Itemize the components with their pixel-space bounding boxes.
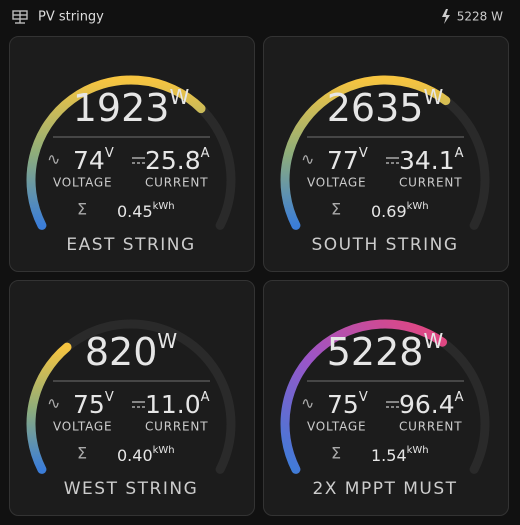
card-name: SOUTH STRING: [311, 235, 458, 255]
voltage-label: VOLTAGE: [53, 420, 112, 434]
voltage-unit: V: [105, 146, 114, 161]
voltage-value: 74: [73, 146, 105, 175]
energy-unit: kWh: [153, 445, 175, 456]
power-unit: W: [423, 329, 443, 353]
current-label: CURRENT: [399, 176, 462, 190]
voltage: 77V: [327, 146, 368, 176]
gauge-fill: [280, 75, 451, 230]
energy-unit: kWh: [407, 201, 429, 212]
current-unit: A: [455, 390, 464, 405]
header-icon: [12, 10, 28, 24]
power-unit: W: [157, 329, 177, 353]
current-label: CURRENT: [145, 176, 208, 190]
power-value: 2635: [327, 86, 424, 130]
power: 820W: [85, 329, 178, 374]
energy: 0.45kWh: [117, 201, 175, 221]
energy-value: 0.40: [117, 446, 153, 465]
voltage: 75V: [73, 390, 114, 420]
voltage-icon: ∿: [301, 394, 314, 413]
power-value: 1923: [73, 86, 170, 130]
voltage: 74V: [73, 146, 114, 176]
current-unit: A: [201, 390, 210, 405]
current: 34.1A: [399, 146, 464, 176]
power: 2635W: [327, 85, 444, 130]
header-total: 5228 W: [457, 10, 503, 24]
current-value: 96.4: [399, 390, 455, 419]
energy-icon: Σ: [331, 200, 341, 219]
power-unit: W: [169, 85, 189, 109]
voltage-icon: ∿: [301, 150, 314, 169]
bolt-icon: [442, 9, 450, 24]
current-unit: A: [201, 146, 210, 161]
gauge-fill: [26, 342, 72, 474]
energy: 1.54kWh: [371, 445, 429, 465]
gauge-fill: [26, 75, 206, 230]
card-name: 2X MPPT MUST: [312, 479, 457, 499]
voltage-unit: V: [359, 390, 368, 405]
gauge-fill: [280, 319, 448, 474]
voltage-value: 75: [73, 390, 105, 419]
energy-icon: Σ: [77, 200, 87, 219]
voltage-unit: V: [105, 390, 114, 405]
current-label: CURRENT: [399, 420, 462, 434]
power-value: 820: [85, 330, 158, 374]
energy-unit: kWh: [407, 445, 429, 456]
card-name: WEST STRING: [64, 479, 199, 499]
voltage-icon: ∿: [47, 150, 60, 169]
current: 96.4A: [399, 390, 464, 420]
voltage-unit: V: [359, 146, 368, 161]
current: 25.8A: [145, 146, 210, 176]
current-label: CURRENT: [145, 420, 208, 434]
card-name: EAST STRING: [66, 235, 195, 255]
current-unit: A: [455, 146, 464, 161]
energy-value: 0.45: [117, 202, 153, 221]
power-unit: W: [423, 85, 443, 109]
energy: 0.69kWh: [371, 201, 429, 221]
voltage-icon: ∿: [47, 394, 60, 413]
current: 11.0A: [145, 390, 210, 420]
energy-unit: kWh: [153, 201, 175, 212]
energy-icon: Σ: [331, 444, 341, 463]
header-title: PV stringy: [38, 10, 104, 25]
voltage-label: VOLTAGE: [307, 420, 366, 434]
voltage-label: VOLTAGE: [307, 176, 366, 190]
energy-icon: Σ: [77, 444, 87, 463]
voltage-label: VOLTAGE: [53, 176, 112, 190]
current-value: 34.1: [399, 146, 455, 175]
voltage-value: 75: [327, 390, 359, 419]
energy-value: 0.69: [371, 202, 407, 221]
power: 1923W: [73, 85, 190, 130]
current-value: 11.0: [145, 390, 201, 419]
voltage: 75V: [327, 390, 368, 420]
current-value: 25.8: [145, 146, 201, 175]
energy: 0.40kWh: [117, 445, 175, 465]
energy-value: 1.54: [371, 446, 407, 465]
power: 5228W: [327, 329, 444, 374]
power-value: 5228: [327, 330, 424, 374]
voltage-value: 77: [327, 146, 359, 175]
